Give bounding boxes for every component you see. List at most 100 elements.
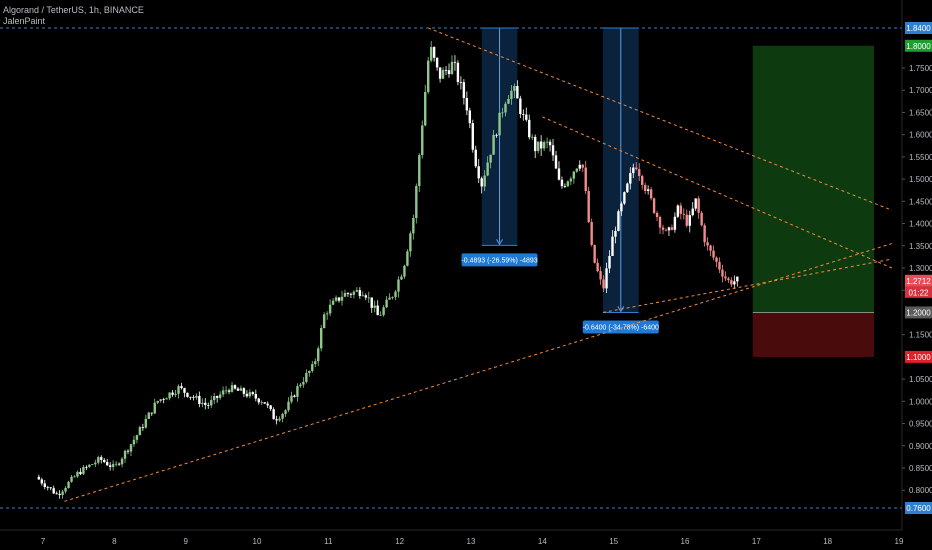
candle-body	[224, 390, 228, 392]
trendlines	[64, 27, 893, 502]
time-tick-label: 15	[609, 537, 618, 546]
candle-body	[144, 418, 148, 428]
candle-body	[239, 388, 243, 391]
candle-body	[210, 400, 213, 406]
candle-body	[566, 181, 570, 187]
current-price-label: 1.2712	[906, 277, 931, 286]
candle-body	[61, 491, 64, 495]
candle-body	[406, 251, 409, 266]
price-level-tag	[905, 39, 932, 52]
candle-body	[358, 290, 362, 296]
candle-body	[299, 384, 302, 387]
candle-body	[641, 176, 644, 185]
candle-body	[706, 242, 709, 246]
candle-body	[162, 399, 165, 401]
candle-body	[153, 402, 156, 414]
candle-body	[67, 481, 70, 488]
candle-body	[55, 493, 58, 495]
stop-zone	[752, 312, 875, 357]
candle-body	[76, 471, 79, 477]
price-tick-label: 1.7500	[909, 64, 932, 73]
candle-body	[435, 57, 439, 68]
time-tick-label: 12	[395, 537, 404, 546]
candle-body	[132, 439, 136, 445]
candle-body	[718, 261, 721, 270]
time-tick-label: 10	[253, 537, 262, 546]
candle-body	[79, 471, 82, 475]
candle-body	[52, 488, 55, 494]
candle-body	[507, 98, 510, 104]
time-axis: 7 8 9 10 11 12 13 14 15 16 17 18 19	[0, 529, 904, 546]
candle-body	[233, 385, 237, 389]
candle-body	[623, 192, 626, 204]
candle-body	[673, 216, 677, 230]
candle-body	[275, 419, 278, 421]
candle-body	[43, 483, 46, 487]
candle-body	[263, 402, 266, 404]
candle-body	[236, 388, 240, 391]
candle-body	[305, 373, 308, 382]
candle-body	[58, 493, 61, 495]
candle-body	[49, 487, 52, 489]
candle-body	[174, 393, 177, 395]
candle-body	[183, 388, 186, 393]
candle-body	[542, 142, 546, 149]
candle-body	[278, 418, 281, 421]
candle-body	[578, 164, 581, 169]
countdown-tag	[905, 286, 932, 298]
candle-body	[664, 229, 668, 231]
candle-body	[373, 305, 376, 308]
candles	[37, 40, 739, 499]
candle-body	[103, 459, 106, 463]
measure-label: -0.4893 (-26.59%) -4893	[461, 257, 537, 264]
candle-body	[453, 61, 457, 63]
candle-body	[727, 278, 730, 281]
candle-body	[456, 62, 460, 83]
candle-body	[712, 250, 715, 258]
candle-body	[114, 463, 118, 465]
candle-body	[379, 314, 382, 316]
candle-body	[245, 393, 249, 397]
time-tick-label: 13	[467, 537, 476, 546]
candle-body	[486, 162, 489, 176]
candle-body	[548, 141, 552, 146]
time-tick-label: 19	[895, 537, 904, 546]
candle-body	[715, 257, 718, 262]
candle-body	[617, 211, 620, 231]
price-tick-label: 1.4000	[909, 220, 932, 229]
candle-body	[736, 276, 739, 282]
candle-body	[201, 402, 204, 404]
candle-body	[602, 279, 605, 289]
candle-body	[91, 464, 94, 466]
candle-body	[138, 427, 142, 436]
candle-body	[147, 412, 151, 419]
candle-body	[111, 464, 115, 467]
candle-body	[418, 155, 421, 187]
candle-body	[388, 297, 391, 300]
candle-body	[322, 314, 326, 329]
candle-body	[525, 114, 528, 120]
target-zone	[752, 45, 875, 313]
time-tick-label: 17	[752, 537, 761, 546]
candle-body	[177, 386, 180, 394]
candle-body	[290, 395, 293, 402]
candle-body	[441, 69, 445, 79]
candle-body	[331, 300, 335, 305]
price-tick-label: 1.3500	[909, 242, 932, 251]
candle-body	[465, 98, 469, 111]
time-tick-label: 16	[681, 537, 690, 546]
candle-body	[108, 465, 112, 467]
candle-body	[587, 191, 590, 223]
candle-body	[248, 392, 252, 397]
candle-body	[596, 262, 599, 272]
candle-body	[37, 476, 41, 480]
candle-body	[611, 236, 614, 256]
candle-body	[281, 413, 284, 419]
candle-body	[498, 112, 501, 136]
time-tick-label: 7	[41, 537, 46, 546]
candle-body	[64, 487, 67, 492]
candle-body	[703, 225, 706, 243]
candle-body	[513, 85, 516, 91]
candle-body	[207, 404, 210, 406]
